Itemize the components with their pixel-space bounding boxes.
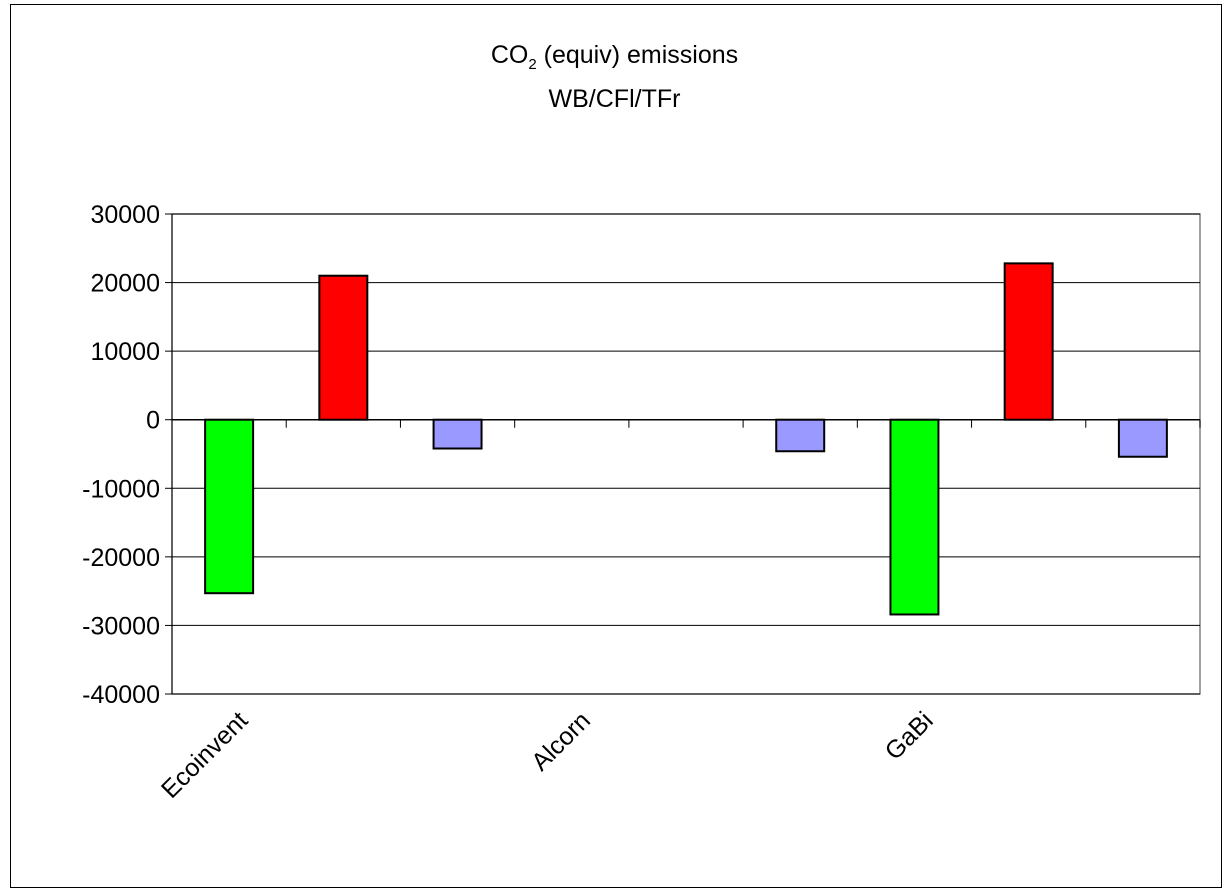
y-tick-label: 30000 xyxy=(90,201,160,229)
y-tick-label: -40000 xyxy=(82,681,160,709)
chart-title-block: CO2 (equiv) emissions WB/CFl/TFr xyxy=(0,38,1229,116)
chart-title: CO2 (equiv) emissions xyxy=(490,41,739,73)
y-tick-label: -20000 xyxy=(82,544,160,572)
bar xyxy=(889,418,940,616)
bar xyxy=(204,418,255,595)
axes xyxy=(165,213,1201,695)
y-tick-label: 20000 xyxy=(90,270,160,298)
y-tick-label: 0 xyxy=(146,407,160,435)
x-category-label: GaBi xyxy=(880,706,939,765)
bar xyxy=(1117,418,1168,458)
bar xyxy=(1003,262,1054,421)
x-category-label: Alcorn xyxy=(526,706,596,776)
bars xyxy=(204,262,1168,616)
y-tick-label: 10000 xyxy=(90,338,160,366)
y-tick-label: -10000 xyxy=(82,475,160,503)
bar xyxy=(318,274,369,421)
x-category-label: Ecoinvent xyxy=(156,706,253,803)
y-tick-labels: 30000 20000 10000 0 -10000 -20000 -30000 -40000 xyxy=(82,201,160,709)
bar xyxy=(432,418,483,450)
x-category-labels: Ecoinvent Alcorn GaBi xyxy=(156,706,939,803)
y-tick-label: -30000 xyxy=(82,612,160,640)
chart-subtitle: WB/CFl/TFr xyxy=(548,85,681,113)
bar xyxy=(775,418,826,453)
